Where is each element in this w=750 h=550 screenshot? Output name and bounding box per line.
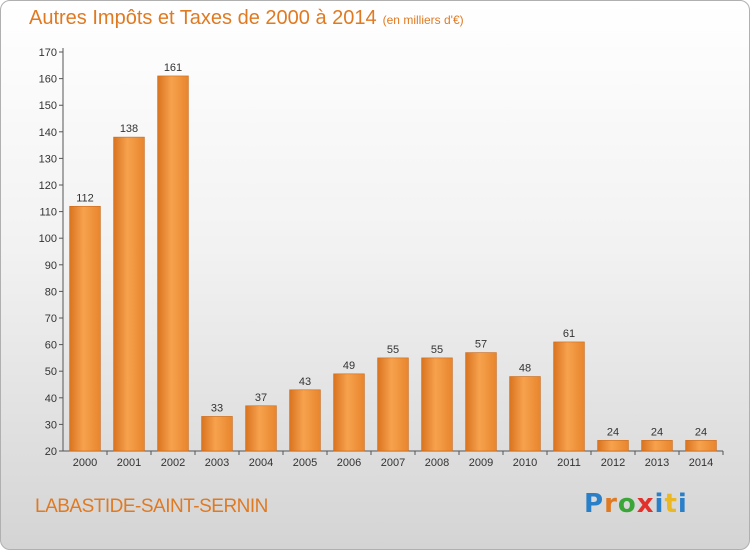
y-tick-label: 150	[39, 100, 57, 112]
y-tick-label: 90	[45, 260, 57, 272]
logo-letter: P	[584, 489, 605, 519]
bar-value-label: 48	[519, 363, 531, 375]
logo-letter: i	[677, 489, 688, 519]
x-tick-label: 2011	[557, 457, 581, 469]
bar-value-label: 55	[431, 344, 443, 356]
x-tick-label: 2000	[73, 457, 97, 469]
y-tick-label: 170	[39, 47, 57, 59]
x-tick-label: 2010	[513, 457, 537, 469]
y-tick-label: 30	[45, 419, 57, 431]
chart-unit-label: (en milliers d'€)	[382, 13, 464, 27]
bar-value-label: 37	[255, 392, 267, 404]
y-tick-label: 20	[45, 446, 57, 458]
bar	[465, 352, 497, 452]
bar-value-label: 138	[120, 123, 138, 135]
logo-letter: o	[617, 489, 637, 519]
bar-value-label: 55	[387, 344, 399, 356]
bar	[201, 416, 233, 452]
x-tick-label: 2013	[645, 457, 669, 469]
bar	[685, 440, 717, 452]
x-tick-label: 2004	[249, 457, 273, 469]
x-tick-label: 2002	[161, 457, 185, 469]
bar-value-label: 24	[651, 426, 663, 438]
x-tick-label: 2012	[601, 457, 625, 469]
x-tick-label: 2007	[381, 457, 405, 469]
y-tick-label: 110	[39, 207, 57, 219]
y-tick-label: 120	[39, 180, 57, 192]
x-axis: 2000 2001 2002 2003 2004 2005 2006 2007 2008 2009…	[63, 450, 724, 469]
y-tick-label: 130	[39, 153, 57, 165]
bar	[597, 440, 629, 452]
bar-value-label: 49	[343, 360, 355, 372]
bar-value-label: 57	[475, 339, 487, 351]
bar	[245, 405, 277, 452]
bar	[509, 376, 541, 452]
y-tick-label: 140	[39, 127, 57, 139]
bar-value-label: 24	[607, 426, 619, 438]
logo-letter: i	[654, 489, 665, 519]
bar-value-label: 61	[563, 328, 575, 340]
bar	[333, 373, 365, 452]
x-tick-label: 2006	[337, 457, 361, 469]
logo-letter: t	[664, 489, 678, 519]
bar-value-label: 112	[76, 192, 94, 204]
x-tick-label: 2003	[205, 457, 229, 469]
bar-value-label: 43	[299, 376, 311, 388]
bar	[553, 341, 585, 452]
y-tick-label: 40	[45, 393, 57, 405]
x-tick-label: 2008	[425, 457, 449, 469]
chart-title: Autres Impôts et Taxes de 2000 à 2014 (en…	[29, 7, 464, 30]
y-tick-label: 160	[39, 74, 57, 86]
bar	[289, 389, 321, 452]
x-tick-label: 2005	[293, 457, 317, 469]
bar-value-label: 24	[695, 426, 707, 438]
chart-title-text: Autres Impôts et Taxes de 2000 à 2014	[29, 7, 377, 29]
bars: 112 138 161 33 37 43 49 55 55 57 48 61 24 24 24	[69, 62, 717, 452]
bar	[157, 75, 189, 452]
y-tick-label: 50	[45, 366, 57, 378]
bar-value-label: 33	[211, 402, 223, 414]
proxiti-logo: Proxiti	[584, 489, 688, 519]
y-tick-label: 60	[45, 340, 57, 352]
commune-name: LABASTIDE-SAINT-SERNIN	[35, 496, 268, 517]
bar	[641, 440, 673, 452]
y-tick-label: 100	[39, 233, 57, 245]
bar	[377, 357, 409, 452]
y-tick-label: 80	[45, 286, 57, 298]
bar	[69, 205, 101, 452]
bar-value-label: 161	[164, 62, 182, 74]
x-tick-label: 2014	[689, 457, 713, 469]
y-axis: 20 30 40 50 60 70 80 90 100 110 120 130 140 150 160 170	[39, 47, 64, 458]
logo-letter: r	[604, 489, 618, 519]
logo-letter: x	[636, 489, 655, 519]
bar	[421, 357, 453, 452]
x-tick-label: 2001	[117, 457, 141, 469]
x-tick-label: 2009	[469, 457, 493, 469]
bar	[113, 136, 145, 452]
y-tick-label: 70	[45, 313, 57, 325]
